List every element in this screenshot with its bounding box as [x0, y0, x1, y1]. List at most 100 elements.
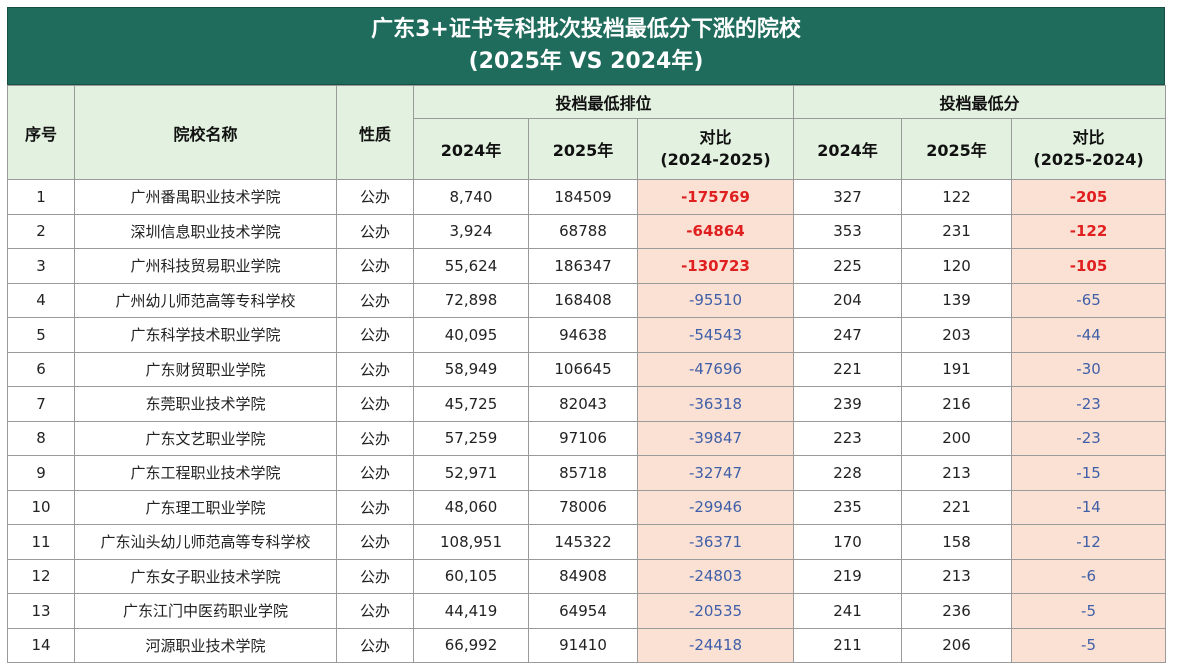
cell-rank-2024: 52,971	[413, 455, 529, 491]
cell-school-name: 广东科学技术职业学院	[74, 317, 337, 353]
table-row: 9 广东工程职业技术学院 公办 52,971 85718 -32747 228 213 -15	[7, 455, 1167, 491]
table-row: 8 广东文艺职业学院 公办 57,259 97106 -39847 223 200 -23	[7, 420, 1167, 456]
cell-seq: 13	[7, 593, 75, 629]
cell-score-2024: 239	[793, 386, 903, 422]
cell-school-name: 广东女子职业技术学院	[74, 558, 337, 594]
cell-score-2025: 221	[901, 489, 1013, 525]
cell-rank-2024: 72,898	[413, 282, 529, 318]
table-row: 4 广州幼儿师范高等专科学校 公办 72,898 168408 -95510 204 139-…	[7, 282, 1167, 318]
cell-score-diff: -205	[1011, 179, 1167, 215]
cell-rank-2024: 58,949	[413, 351, 529, 387]
cell-score-diff: -23	[1011, 386, 1167, 422]
cell-rank-2025: 94638	[528, 317, 638, 353]
cell-score-2025: 200	[901, 420, 1013, 456]
header-score-2025: 2025年	[901, 118, 1013, 180]
cell-seq: 8	[7, 420, 75, 456]
cell-score-2024: 211	[793, 627, 903, 663]
cell-rank-2024: 48,060	[413, 489, 529, 525]
cell-score-2024: 223	[793, 420, 903, 456]
cell-nature: 公办	[336, 489, 414, 525]
header-school-name: 院校名称	[74, 85, 337, 180]
cell-rank-2025: 84908	[528, 558, 638, 594]
cell-school-name: 东莞职业技术学院	[74, 386, 337, 422]
cell-score-2024: 228	[793, 455, 903, 491]
table-row: 5 广东科学技术职业学院 公办 40,095 94638 -54543 247 203 -44	[7, 317, 1167, 353]
cell-school-name: 广东工程职业技术学院	[74, 455, 337, 491]
cell-nature: 公办	[336, 317, 414, 353]
cell-seq: 3	[7, 248, 75, 284]
table-row: 1 广州番禺职业技术学院 公办 8,740 184509 -175769 327 122 -20…	[7, 179, 1167, 215]
cell-nature: 公办	[336, 455, 414, 491]
table-row: 6 广东财贸职业学院 公办 58,949 106645 -47696 221 191 -30	[7, 351, 1167, 387]
cell-nature: 公办	[336, 593, 414, 629]
cell-school-name: 广东文艺职业学院	[74, 420, 337, 456]
cell-nature: 公办	[336, 351, 414, 387]
cell-score-diff: -105	[1011, 248, 1167, 284]
cell-rank-2024: 60,105	[413, 558, 529, 594]
header-nature: 性质	[336, 85, 414, 180]
cell-school-name: 广东理工职业学院	[74, 489, 337, 525]
header-rank-group: 投档最低排位	[412, 85, 795, 119]
cell-score-diff: -44	[1011, 317, 1167, 353]
cell-score-diff: -12	[1011, 524, 1167, 560]
cell-rank-diff: -36318	[636, 386, 795, 422]
cell-rank-2024: 66,992	[413, 627, 529, 663]
header-rank-2025: 2025年	[528, 118, 638, 180]
cell-rank-2024: 8,740	[413, 179, 529, 215]
header-score-diff-line2: (2025-2024)	[1033, 150, 1144, 169]
cell-score-diff: -5	[1011, 593, 1167, 629]
cell-nature: 公办	[336, 386, 414, 422]
cell-score-2024: 247	[793, 317, 903, 353]
cell-rank-diff: -20535	[636, 593, 795, 629]
cell-rank-diff: -130723	[636, 248, 795, 284]
admission-score-table: 序号 院校名称 性质 投档最低排位 投档最低分 2024年 2025年 对比 (…	[7, 85, 1167, 663]
cell-rank-2024: 3,924	[413, 213, 529, 249]
cell-rank-2024: 57,259	[413, 420, 529, 456]
table-row: 3 广州科技贸易职业学院 公办 55,624 186347 -130723 225 120 -1…	[7, 248, 1167, 284]
cell-seq: 7	[7, 386, 75, 422]
cell-seq: 4	[7, 282, 75, 318]
cell-rank-2024: 45,725	[413, 386, 529, 422]
cell-score-2025: 213	[901, 558, 1013, 594]
cell-score-diff: -30	[1011, 351, 1167, 387]
cell-rank-2025: 64954	[528, 593, 638, 629]
cell-seq: 2	[7, 213, 75, 249]
cell-rank-2024: 55,624	[413, 248, 529, 284]
cell-seq: 1	[7, 179, 75, 215]
cell-score-2024: 221	[793, 351, 903, 387]
table-row: 14 河源职业技术学院 公办 66,992 91410 -24418 211 206 -5	[7, 627, 1167, 663]
cell-rank-diff: -36371	[636, 524, 795, 560]
cell-score-2024: 235	[793, 489, 903, 525]
cell-rank-diff: -95510	[636, 282, 795, 318]
cell-seq: 6	[7, 351, 75, 387]
cell-score-2024: 327	[793, 179, 903, 215]
table-row: 7 东莞职业技术学院 公办 45,725 82043 -36318 239 216 -23	[7, 386, 1167, 422]
cell-score-diff: -15	[1011, 455, 1167, 491]
cell-nature: 公办	[336, 420, 414, 456]
table-title: 广东3+证书专科批次投档最低分下涨的院校 (2025年 VS 2024年)	[7, 7, 1165, 85]
cell-rank-2025: 82043	[528, 386, 638, 422]
cell-rank-diff: -39847	[636, 420, 795, 456]
cell-school-name: 广州番禺职业技术学院	[74, 179, 337, 215]
header-score-diff: 对比 (2025-2024)	[1011, 118, 1167, 180]
cell-score-2025: 191	[901, 351, 1013, 387]
cell-rank-2025: 186347	[528, 248, 638, 284]
cell-rank-2025: 184509	[528, 179, 638, 215]
cell-rank-diff: -32747	[636, 455, 795, 491]
cell-score-diff: -65	[1011, 282, 1167, 318]
cell-score-diff: -14	[1011, 489, 1167, 525]
cell-nature: 公办	[336, 627, 414, 663]
cell-school-name: 广州科技贸易职业学院	[74, 248, 337, 284]
cell-nature: 公办	[336, 179, 414, 215]
table-row: 13 广东江门中医药职业学院 公办 44,419 64954 -20535 241 236 -5	[7, 593, 1167, 629]
cell-seq: 14	[7, 627, 75, 663]
cell-score-2025: 213	[901, 455, 1013, 491]
cell-seq: 9	[7, 455, 75, 491]
cell-school-name: 广州幼儿师范高等专科学校	[74, 282, 337, 318]
cell-rank-diff: -54543	[636, 317, 795, 353]
cell-score-2025: 122	[901, 179, 1013, 215]
cell-rank-diff: -175769	[636, 179, 795, 215]
table-row: 2 深圳信息职业技术学院 公办 3,924 68788 -64864 353 231 -122	[7, 213, 1167, 249]
table-row: 12 广东女子职业技术学院 公办 60,105 84908 -24803 219 213 -6	[7, 558, 1167, 594]
cell-score-2024: 353	[793, 213, 903, 249]
